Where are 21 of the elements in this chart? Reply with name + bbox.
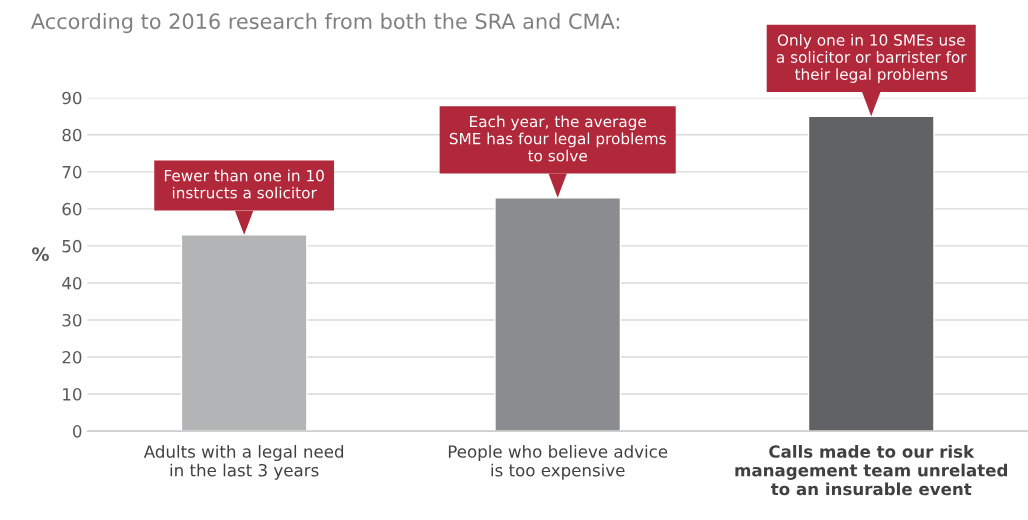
y-tick-label: 40 [62,276,82,290]
y-tick-label: 80 [62,128,82,142]
bar [494,197,622,432]
x-tick-label: Adults with a legal need in the last 3 years [143,444,344,480]
y-tick-label: 60 [62,202,82,216]
y-tick-label: 30 [62,313,82,327]
chart-title: According to 2016 research from both the SRA and CMA: [31,13,619,34]
x-tick-label: People who believe advice is too expensive [448,444,668,480]
bar [807,115,935,432]
y-tick-label: 10 [63,388,82,401]
annotation: Fewer than one in 10 instructs a solicitor [164,169,324,199]
y-tick-label: 50 [62,239,82,253]
y-tick-label: 0 [73,425,82,438]
y-tick-label: 90 [62,91,82,105]
x-tick-label: Calls made to our risk management team unrelated to an insurable event [735,444,1008,496]
bar [180,234,308,432]
annotation: Each year, the average SME has four legal problems to solve [449,115,666,162]
y-tick-label: 20 [62,350,82,364]
y-axis-title: % [32,247,49,261]
annotation: Only one in 10 SMEs use a solicitor or barrister for their legal problems [776,33,967,83]
y-tick-label: 70 [62,165,82,179]
